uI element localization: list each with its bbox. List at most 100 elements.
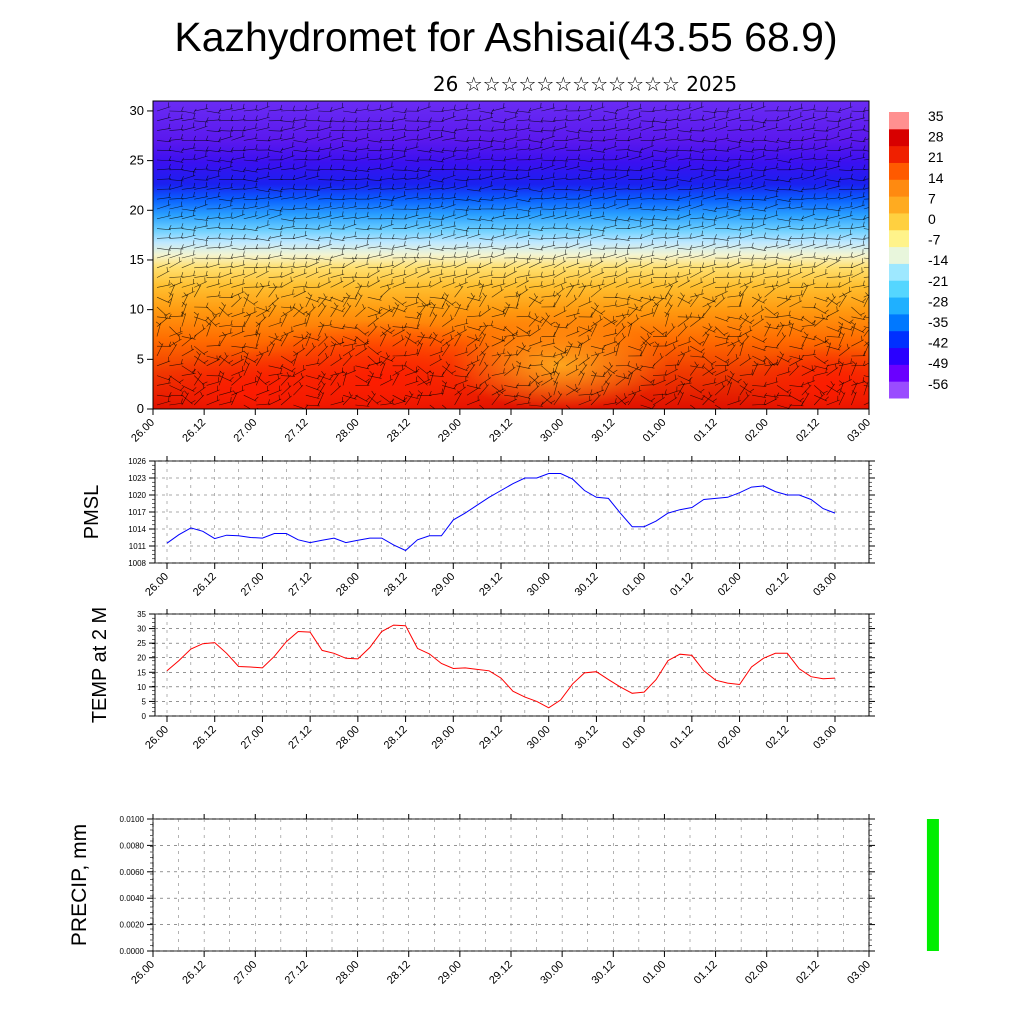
wind-barb [863,341,869,347]
wind-barb [429,110,444,112]
wind-barb [764,263,779,269]
wind-barb-feather [322,302,326,308]
wind-barb-feather [390,329,395,334]
wind-barb [789,385,804,388]
wind-barb [590,186,605,190]
wind-barb-feather [825,112,827,118]
wind-barb-feather [255,255,259,260]
wind-barb [789,355,803,360]
wind-barb-feather [659,353,663,358]
wind-barb [318,375,332,381]
wind-barb [367,270,381,278]
wind-barb-feather [688,376,693,381]
wind-barb-feather [267,136,271,141]
wind-barb-feather [540,245,544,250]
wind-barb [293,265,308,269]
wind-barb-feather [441,164,444,170]
wind-barb [628,265,643,269]
wind-barb-feather [701,212,704,218]
wind-barb [838,116,853,122]
wind-barb [677,273,692,278]
wind-barb [330,336,342,346]
wind-barb [169,253,183,259]
wind-barb [206,355,221,361]
wind-barb [491,313,506,318]
wind-barb [218,108,233,112]
wind-barb [863,237,869,239]
wind-barb [714,238,729,241]
wind-barb [603,195,618,200]
wind-barb [218,136,233,141]
wind-barb-feather [168,145,172,151]
wind-barb [367,158,382,161]
x-tick-label: 03.00 [811,571,839,599]
wind-barb [318,324,333,327]
wind-barb [566,178,581,180]
wind-barb-feather [391,144,394,150]
wind-barb [231,119,246,122]
wind-barb [516,257,531,260]
wind-barb-feather [664,311,669,316]
wind-barb [603,266,618,269]
wind-barb [690,175,704,180]
wind-barb [789,322,794,337]
x-tick-label: 27.12 [283,959,311,987]
wind-barb-feather [317,244,321,249]
wind-barb-feather [721,294,725,300]
wind-barb [429,224,444,229]
wind-barb [280,365,294,373]
wind-barb [280,188,295,190]
wind-barb-feather [342,154,345,160]
wind-barb [665,254,680,259]
wind-barb [169,284,176,298]
wind-barb [516,234,531,239]
wind-barb [578,234,593,239]
wind-barb [305,336,320,341]
wind-barb [355,120,370,123]
x-tick-label: 27.00 [239,724,267,752]
wind-barb [193,353,201,366]
wind-barb-feather [726,272,729,278]
wind-barb [268,130,283,132]
wind-barb-feather [676,172,679,178]
wind-barb-feather [489,410,493,412]
wind-barb [789,294,804,298]
wind-barb-feather [553,223,556,229]
wind-barb [640,198,655,200]
wind-barb [169,198,184,200]
wind-barb [218,355,231,365]
wind-barb [603,319,616,327]
wind-barb [652,379,667,386]
wind-barb [776,281,791,288]
wind-barb [169,293,174,308]
wind-barb-feather [243,224,246,230]
wind-barb-feather [430,302,435,307]
wind-barb-feather [230,240,232,246]
wind-barb-feather [552,172,555,178]
x-tick-label: 27.12 [286,571,314,599]
wind-barb-feather [602,202,605,208]
wind-barb-feather [428,260,431,266]
wind-barb [206,263,221,269]
wind-barb-feather [602,211,605,217]
wind-barb-feather [589,240,592,246]
wind-barb [268,297,280,308]
wind-barb-feather [825,215,829,221]
wind-barb-feather [348,352,352,358]
wind-barb-feather [478,215,482,221]
wind-barb [826,208,841,212]
wind-barb [442,385,456,390]
wind-barb-feather [342,202,344,208]
wind-barb-feather [367,272,370,278]
wind-barb-feather [535,372,539,378]
wind-barb [504,281,518,288]
wind-barb-feather [321,371,325,376]
wind-barb-feather [689,146,693,152]
wind-barb-feather [819,391,823,397]
wind-barb [392,245,407,249]
wind-barb [553,227,568,229]
wind-barb [689,295,699,308]
wind-barb-feather [354,272,357,278]
wind-barb [256,156,270,161]
wind-barb-feather [367,234,370,239]
